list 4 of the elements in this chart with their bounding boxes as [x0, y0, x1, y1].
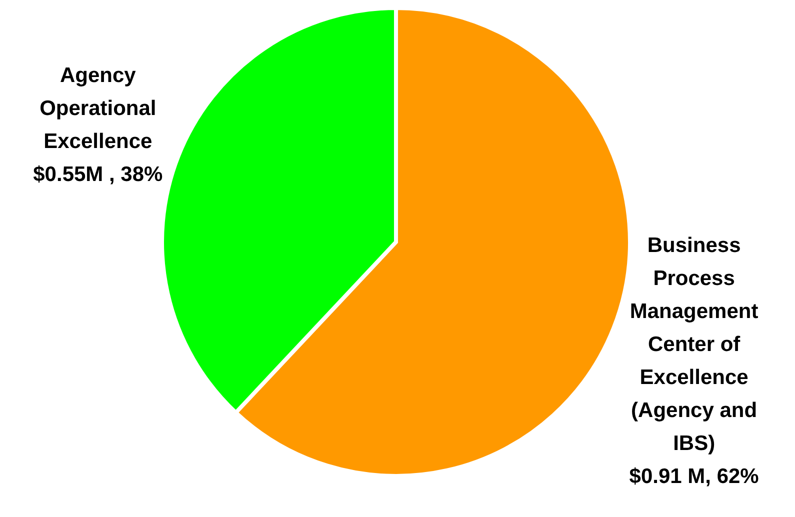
data-label: $0.91 M, 62%: [629, 464, 760, 488]
slice-label: Agency Operational Excellence: [40, 64, 156, 153]
data-label: $0.55M , 38%: [33, 162, 164, 186]
slice-label: Business Process Management Center of Excellence (Agency and IBS): [630, 234, 758, 455]
